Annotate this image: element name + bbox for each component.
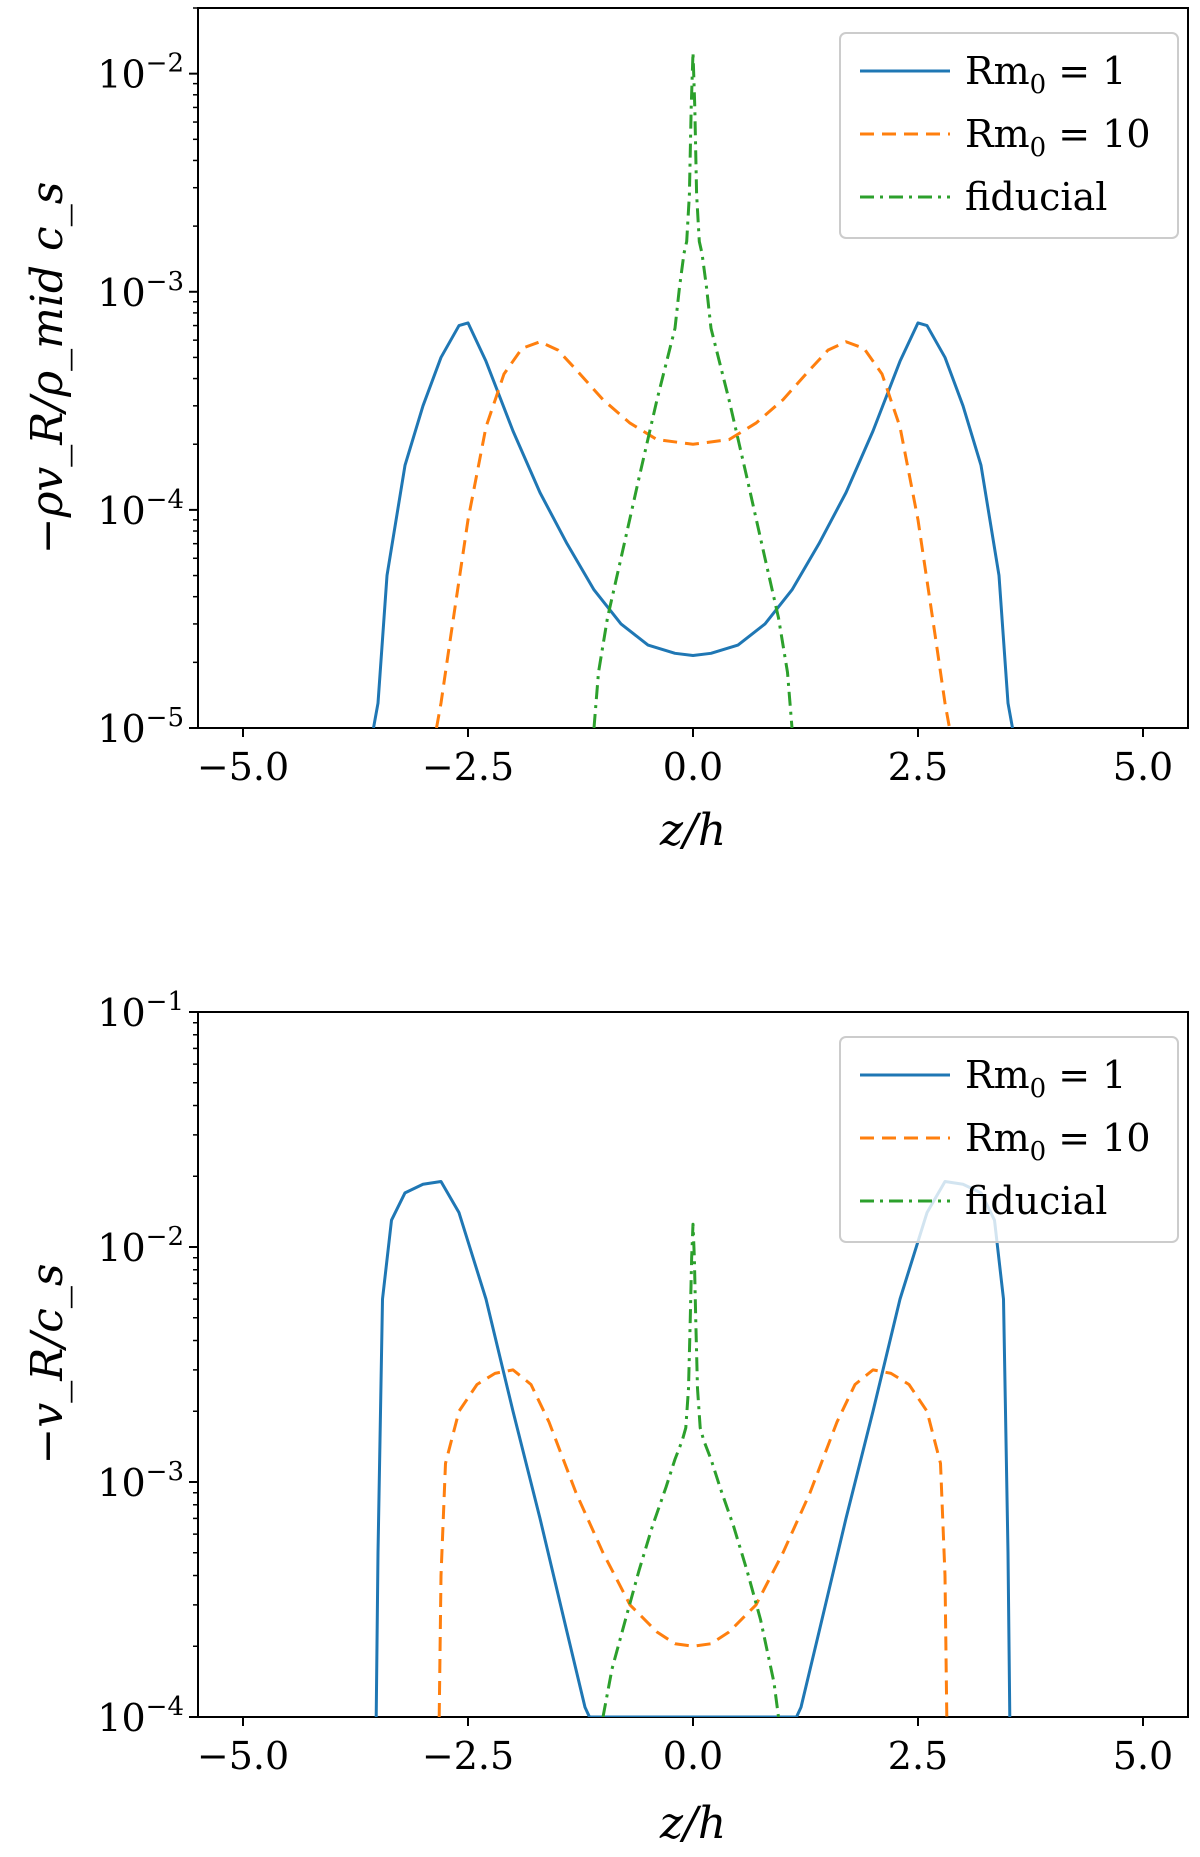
- legend-entry-label: fiducial: [965, 175, 1107, 219]
- legend-entry-label: Rm0 = 10: [965, 112, 1151, 163]
- y-tick-label: 10−3: [97, 1457, 184, 1505]
- legend-entry-label: Rm0 = 10: [965, 1116, 1151, 1167]
- series-line-fiducial: [592, 51, 794, 728]
- top-y-axis-label: −ρv_R/ρ_mid c_s: [22, 182, 73, 555]
- y-tick-label: 10−2: [97, 49, 184, 97]
- x-tick-label: 2.5: [888, 1734, 948, 1778]
- legend-entry-label: Rm0 = 1: [965, 1053, 1126, 1104]
- panel-bottom: −5.0 −2.5 0.0 2.5 5.0 10−4 10−3 10−2 10−1 Rm0 =…: [22, 987, 1189, 1849]
- y-tick-label: 10−1: [97, 987, 184, 1035]
- series-line-rm-10: [435, 340, 951, 728]
- series-line-rm-1: [372, 321, 1014, 728]
- top-series-lines: [372, 51, 1014, 728]
- x-tick-label: −5.0: [197, 745, 289, 789]
- y-tick-label: 10−5: [97, 703, 184, 751]
- x-tick-label: 0.0: [663, 745, 723, 789]
- x-tick-label: 5.0: [1113, 745, 1173, 789]
- bottom-series-lines: [374, 1179, 1012, 1717]
- bottom-y-axis-label: −v_R/c_s: [22, 1264, 73, 1465]
- bottom-x-axis-label: z/h: [659, 1798, 726, 1849]
- x-tick-label: −5.0: [197, 1734, 289, 1778]
- top-x-ticks: −5.0 −2.5 0.0 2.5 5.0: [197, 728, 1173, 789]
- legend-box: [839, 32, 1179, 239]
- legend-entry-label: Rm0 = 1: [965, 49, 1126, 100]
- x-tick-label: 2.5: [888, 745, 948, 789]
- bottom-legend: Rm0 = 1 Rm0 = 10 fiducial: [839, 1036, 1179, 1243]
- x-tick-label: 0.0: [663, 1734, 723, 1778]
- y-tick-label: 10−3: [97, 267, 184, 315]
- y-tick-label: 10−4: [97, 1692, 184, 1740]
- legend-box: [839, 1036, 1179, 1243]
- x-tick-label: −2.5: [422, 1734, 514, 1778]
- panel-top: −5.0 −2.5 0.0 2.5 5.0 10−5 10−4 10−3 10−2 Rm0 =…: [22, 7, 1189, 856]
- top-y-ticks: 10−5 10−4 10−3 10−2: [97, 7, 198, 751]
- series-line-fiducial: [601, 1222, 780, 1717]
- y-tick-label: 10−4: [97, 485, 184, 533]
- top-x-axis-label: z/h: [659, 805, 726, 856]
- x-tick-label: −2.5: [422, 745, 514, 789]
- bottom-x-ticks: −5.0 −2.5 0.0 2.5 5.0: [197, 1717, 1173, 1778]
- y-tick-label: 10−2: [97, 1222, 184, 1270]
- x-tick-label: 5.0: [1113, 1734, 1173, 1778]
- legend-entry-label: fiducial: [965, 1179, 1107, 1223]
- top-legend: Rm0 = 1 Rm0 = 10 fiducial: [839, 32, 1179, 239]
- bottom-y-ticks: 10−4 10−3 10−2 10−1: [97, 987, 198, 1740]
- series-line-rm-10: [437, 1368, 949, 1717]
